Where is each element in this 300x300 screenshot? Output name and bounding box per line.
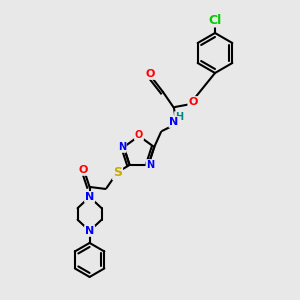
Text: N: N — [118, 142, 126, 152]
Text: N: N — [169, 117, 178, 127]
Text: N: N — [85, 226, 94, 236]
Text: O: O — [79, 165, 88, 175]
Text: H: H — [175, 112, 183, 122]
Text: O: O — [135, 130, 143, 140]
Text: S: S — [113, 167, 122, 179]
Text: N: N — [146, 160, 154, 170]
Text: O: O — [188, 97, 198, 107]
Text: Cl: Cl — [208, 14, 222, 26]
Text: O: O — [145, 69, 155, 79]
Text: N: N — [85, 192, 94, 202]
